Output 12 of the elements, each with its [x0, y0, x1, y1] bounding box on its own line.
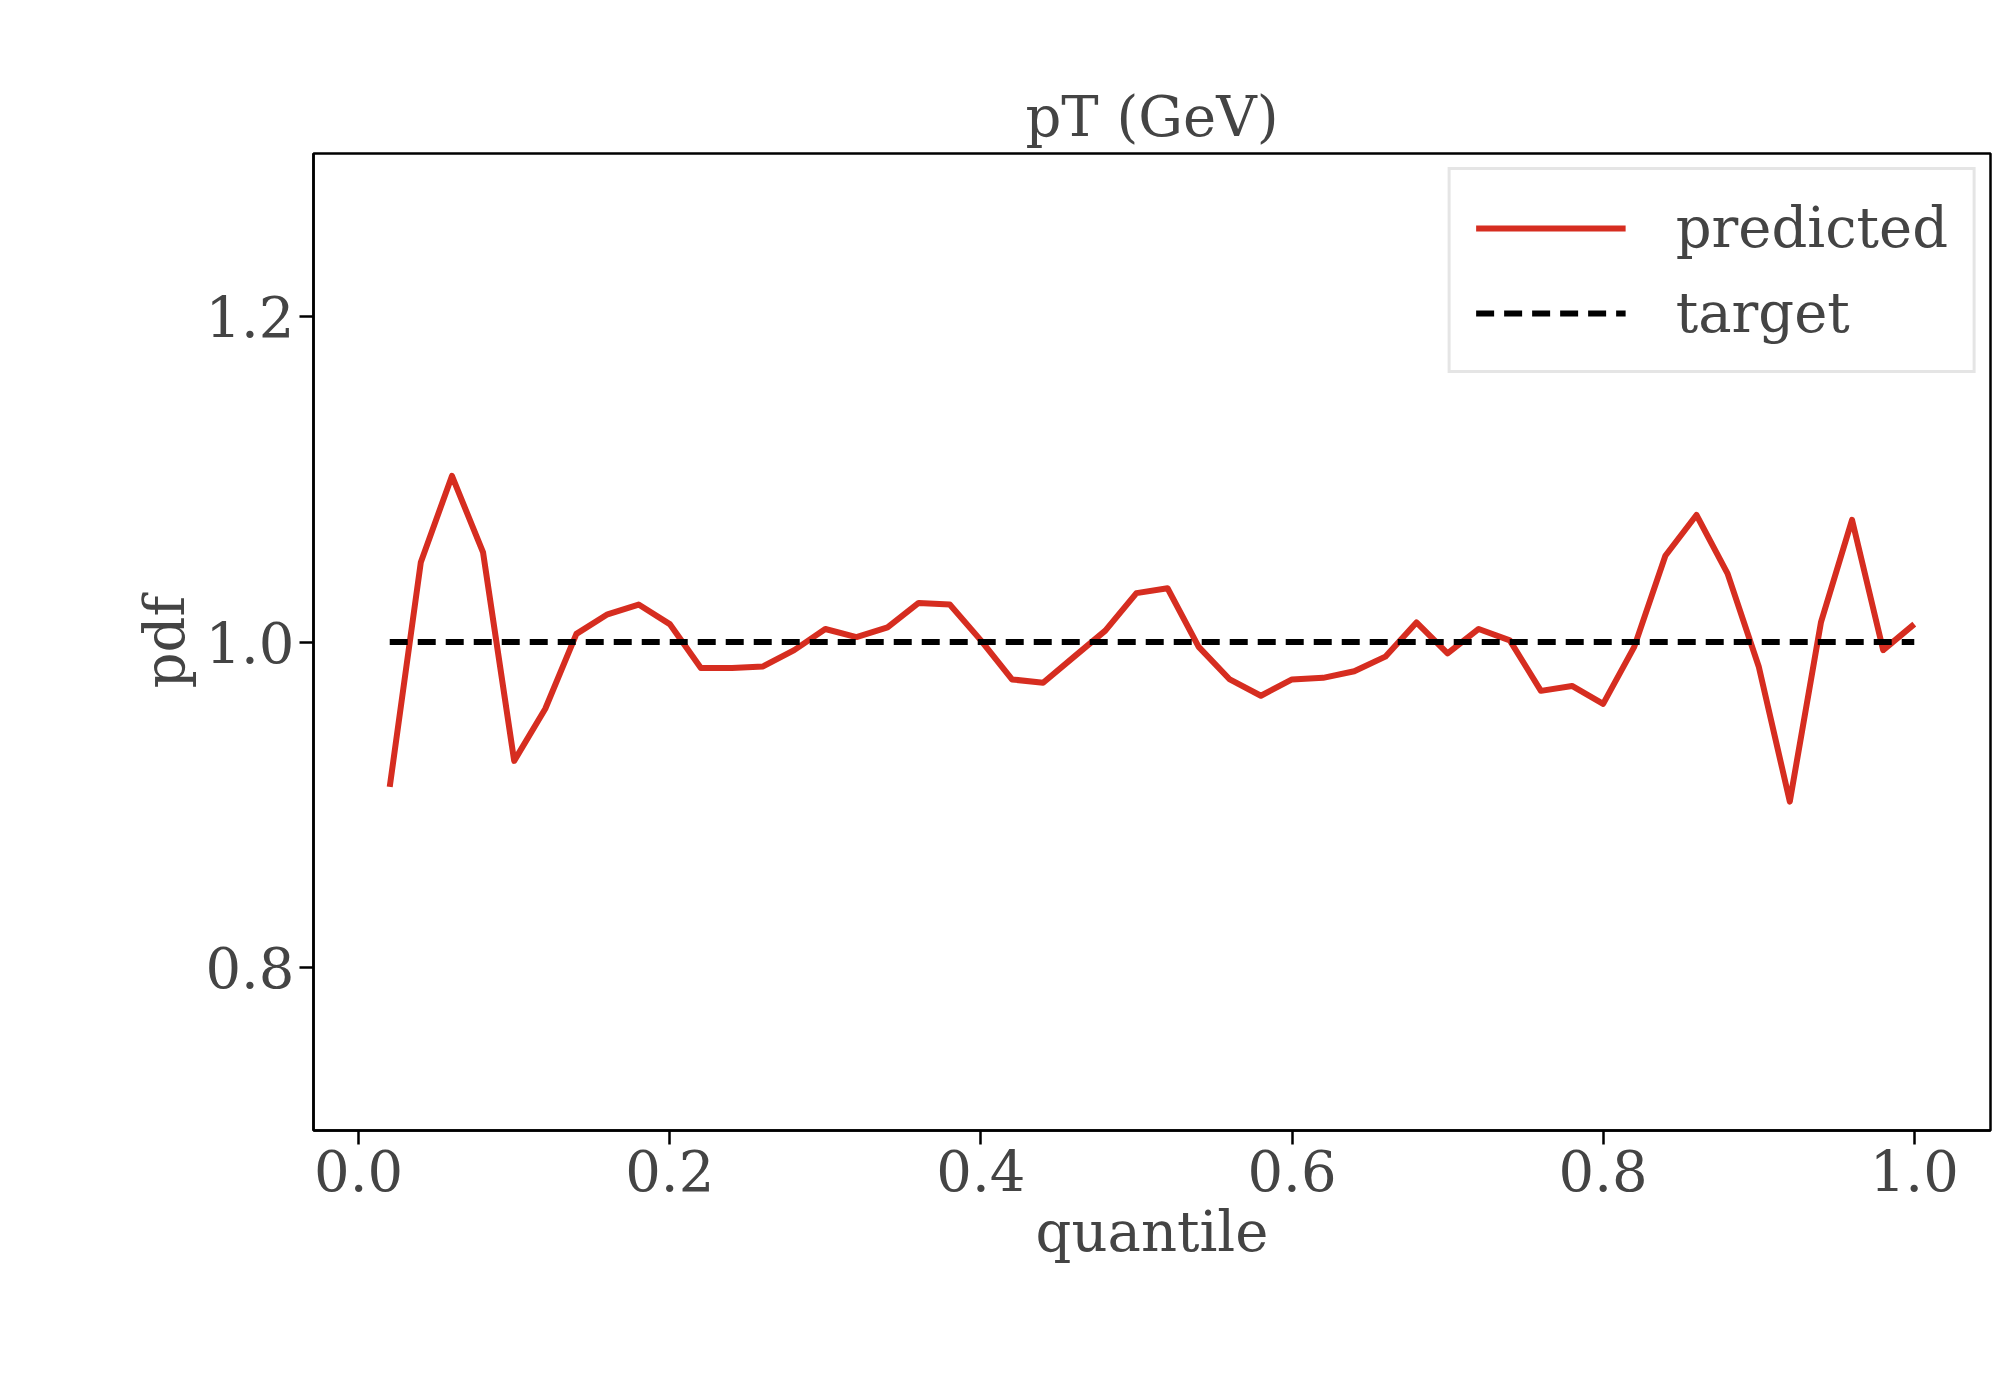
- x-tick-label: 0.8: [1558, 1138, 1648, 1204]
- y-axis-title: pdf: [132, 591, 198, 689]
- y-tick-label: 0.8: [205, 936, 295, 1002]
- y-tick-label: 1.2: [205, 284, 295, 350]
- legend-label: predicted: [1675, 195, 1948, 260]
- x-tick-label: 0.0: [314, 1138, 404, 1204]
- x-tick-label: 0.2: [625, 1138, 715, 1204]
- x-tick-label: 1.0: [1869, 1138, 1959, 1204]
- x-tick-label: 0.4: [936, 1138, 1026, 1204]
- chart-title: pT (GeV): [1025, 83, 1279, 149]
- legend-label: target: [1675, 280, 1850, 345]
- y-tick-label: 1.0: [205, 610, 295, 676]
